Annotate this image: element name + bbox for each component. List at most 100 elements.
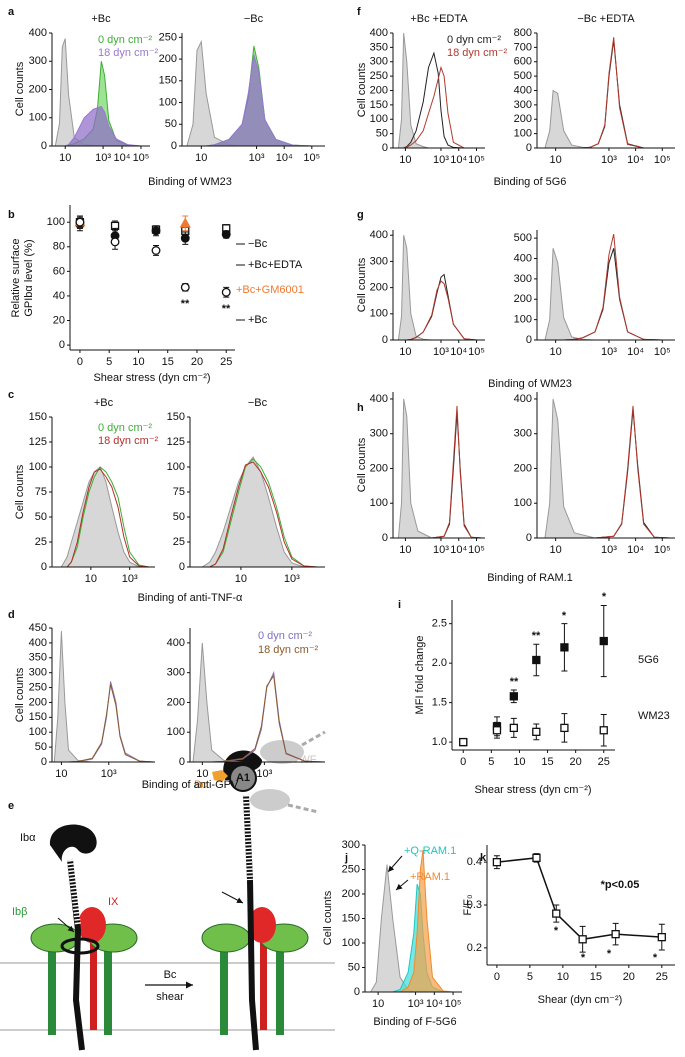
y-tick-label: 0	[382, 532, 388, 544]
ix	[248, 907, 276, 943]
y-tick-label: 0	[526, 532, 532, 544]
x-tick-label: 10⁵	[445, 998, 462, 1010]
series-label: +Bc	[248, 314, 268, 326]
marker	[179, 217, 191, 228]
plot-title: −Bc +EDTA	[577, 13, 635, 25]
y-tick-label: 500	[514, 70, 532, 82]
x-tick-label: 10⁵	[468, 346, 485, 358]
y-tick-label: 200	[342, 888, 360, 900]
panel-letter: b	[8, 209, 15, 221]
x-axis-label: Shear stress (dyn cm⁻²)	[474, 784, 591, 796]
y-tick-label: 800	[514, 27, 532, 39]
y-tick-label: 400	[370, 393, 388, 405]
y-tick-label: 20	[53, 314, 65, 326]
y-tick-label: 200	[370, 462, 388, 474]
marker	[151, 226, 161, 236]
y-tick-label: 2.0	[432, 657, 447, 669]
y-tick-label: 100	[29, 726, 47, 738]
y-tick-label: 200	[29, 83, 47, 95]
marker	[492, 857, 502, 867]
y-tick-label: 60	[53, 265, 65, 277]
panel-letter: h	[357, 402, 364, 414]
marker	[75, 217, 85, 227]
x-tick-label: 10	[550, 346, 562, 358]
x-tick-label: 10⁴	[627, 154, 644, 166]
y-axis-label: Relative surface	[10, 239, 22, 318]
histogram-area	[397, 398, 482, 539]
panel-letter: g	[357, 209, 364, 221]
y-tick-label: 200	[514, 462, 532, 474]
histogram-area	[397, 235, 477, 341]
y-tick-label: 0.2	[467, 942, 482, 954]
x-tick-label: 10	[399, 544, 411, 556]
y-axis-label: Cell counts	[14, 667, 26, 722]
y-tick-label: 100	[159, 96, 177, 108]
y-tick-label: 0.4	[467, 856, 482, 868]
y-tick-label: 150	[29, 711, 47, 723]
x-tick-label: 25	[598, 756, 610, 768]
x-tick-label: 10³	[433, 544, 449, 556]
x-tick-label: 10³	[601, 544, 617, 556]
annotation: **	[181, 298, 190, 310]
x-tick-label: 10⁵	[468, 544, 485, 556]
marker	[110, 237, 120, 247]
legend-entry: 0 dyn cm⁻²	[98, 34, 152, 46]
series-label: +Bc+GM6001	[236, 284, 304, 296]
x-axis-label: Shear (dyn cm⁻²)	[538, 994, 623, 1006]
ib-beta	[201, 923, 251, 953]
x-axis-label: Binding of anti-TNF-α	[138, 592, 243, 604]
annotation: *	[653, 952, 658, 964]
y-tick-label: 1.0	[432, 736, 447, 748]
y-tick-label: 0	[171, 140, 177, 152]
legend-entry: 18 dyn cm⁻²	[447, 47, 508, 59]
annotation: *	[581, 952, 586, 964]
y-tick-label: 100	[167, 461, 185, 473]
y-tick-label: 350	[370, 41, 388, 53]
legend-entry: 18 dyn cm⁻²	[98, 47, 159, 59]
x-tick-label: 10⁴	[276, 152, 293, 164]
annotation: *	[554, 925, 559, 937]
y-tick-label: 100	[370, 308, 388, 320]
plot-title: +Bc	[91, 13, 111, 25]
y-tick-label: 300	[370, 255, 388, 267]
y-tick-label: 200	[167, 696, 185, 708]
series-label: −Bc	[248, 238, 268, 250]
label: Ibα	[20, 832, 36, 844]
y-tick-label: 300	[167, 667, 185, 679]
plot-title: −Bc	[244, 13, 264, 25]
y-tick-label: 300	[29, 667, 47, 679]
panel-letter: e	[8, 800, 14, 812]
annotation: **	[222, 303, 231, 315]
x-tick-label: 10³	[601, 346, 617, 358]
x-tick-label: 20	[191, 356, 203, 368]
ib-alpha-head	[49, 824, 97, 862]
legend-entry: 18 dyn cm⁻²	[98, 435, 159, 447]
legend-entry: +Q-RAM.1	[404, 845, 456, 857]
histogram-area	[60, 466, 150, 568]
y-tick-label: 450	[29, 622, 47, 634]
y-tick-label: 0	[41, 561, 47, 573]
x-axis-label: Binding of F-5G6	[373, 1016, 456, 1028]
y-tick-label: 50	[35, 511, 47, 523]
botrocetin	[212, 770, 228, 782]
label: IX	[108, 896, 119, 908]
marker	[180, 233, 190, 243]
panel-letter: a	[8, 6, 15, 18]
histogram-line	[202, 461, 318, 568]
y-tick-label: 350	[29, 652, 47, 664]
marker	[599, 636, 608, 646]
x-tick-label: 20	[623, 971, 635, 983]
pointer-arrow	[387, 855, 403, 873]
x-axis-label: Shear stress (dyn cm⁻²)	[93, 372, 210, 384]
y-tick-label: 400	[29, 27, 47, 39]
y-tick-label: 150	[167, 411, 185, 423]
y-tick-label: 0	[59, 339, 65, 351]
panel-letter: k	[480, 852, 487, 864]
y-tick-label: 300	[342, 839, 360, 851]
x-tick-label: 10³	[256, 768, 272, 780]
x-tick-label: 5	[106, 356, 112, 368]
y-tick-label: 200	[29, 696, 47, 708]
x-tick-label: 5	[488, 756, 494, 768]
y-tick-label: 0	[526, 334, 532, 346]
